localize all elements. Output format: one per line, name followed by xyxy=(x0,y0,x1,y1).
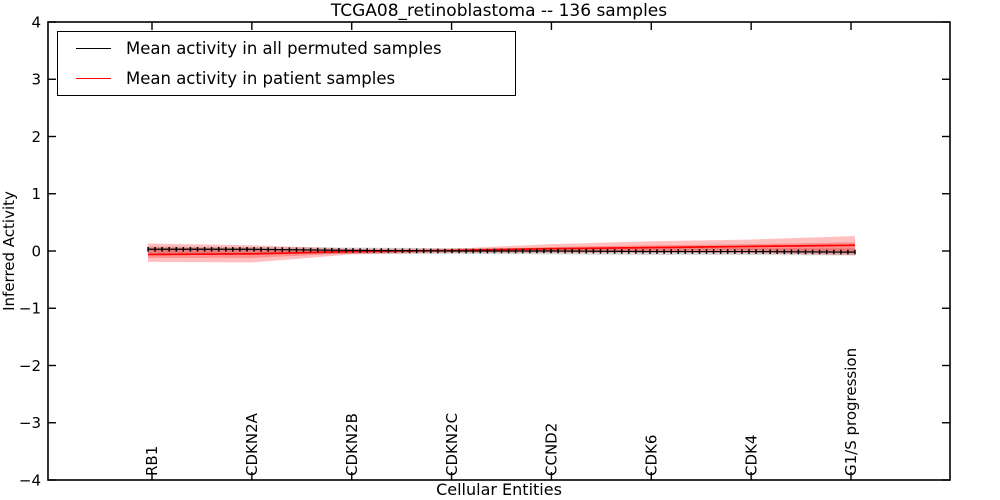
chart-title: TCGA08_retinoblastoma -- 136 samples xyxy=(330,1,667,21)
y-tick-label: −3 xyxy=(19,414,41,432)
ticks-layer xyxy=(48,21,950,481)
x-tick-label: CDKN2C xyxy=(443,413,461,476)
y-axis-label: Inferred Activity xyxy=(0,191,18,311)
y-tick-label: −2 xyxy=(19,357,41,375)
x-tick-label: CDKN2A xyxy=(243,412,261,476)
legend: Mean activity in all permuted samples Mea… xyxy=(57,31,516,96)
y-tick-label: 4 xyxy=(31,13,41,31)
x-tick-label: CDK6 xyxy=(642,435,660,476)
y-tick-label: 1 xyxy=(31,185,41,203)
legend-label: Mean activity in patient samples xyxy=(126,69,396,88)
legend-entry: Mean activity in patient samples xyxy=(76,66,515,92)
y-tick-label: 3 xyxy=(31,71,41,89)
legend-entry: Mean activity in all permuted samples xyxy=(76,36,515,62)
legend-line-swatch xyxy=(76,78,111,79)
y-tick-label: 2 xyxy=(31,128,41,146)
x-tick-label: CDKN2B xyxy=(343,413,361,476)
x-tick-labels: RB1 CDKN2A CDKN2B CDKN2C CCND2 CDK6 CDK4 G1/S p… xyxy=(143,348,860,476)
x-tick-label: CCND2 xyxy=(543,423,561,476)
lines-layer xyxy=(147,244,856,256)
y-tick-label: −4 xyxy=(19,471,41,489)
legend-label: Mean activity in all permuted samples xyxy=(126,39,442,58)
y-tick-labels: 4 3 2 1 0 −1 −2 −3 −4 xyxy=(19,13,41,489)
x-tick-label: CDK4 xyxy=(742,435,760,476)
y-tick-label: 0 xyxy=(31,242,41,260)
x-axis-label: Cellular Entities xyxy=(436,480,562,499)
legend-line-swatch xyxy=(76,48,111,49)
x-tick-label: G1/S progression xyxy=(842,348,860,476)
x-tick-label: RB1 xyxy=(143,446,161,476)
permuted-markers xyxy=(147,247,856,255)
y-tick-label: −1 xyxy=(19,300,41,318)
